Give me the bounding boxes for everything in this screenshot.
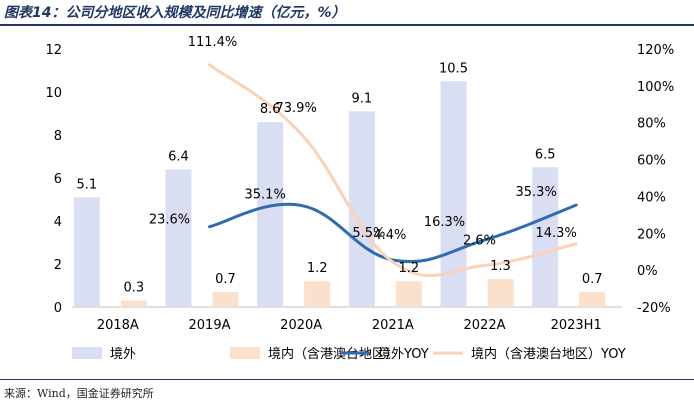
bar xyxy=(73,197,100,307)
bar xyxy=(212,291,239,307)
lines xyxy=(208,63,578,278)
y-right-tick-label: 60% xyxy=(637,154,666,169)
y-right-tick-label: 80% xyxy=(637,117,666,132)
y-left-tick-label: 8 xyxy=(54,129,62,144)
chart-title: 图表14：公司分地区收入规模及同比增速（亿元，%） xyxy=(4,5,346,21)
line-data-label: 35.1% xyxy=(245,187,286,202)
source-note: 来源：Wind，国金证券研究所 xyxy=(4,387,154,400)
line-data-label: 111.4% xyxy=(188,35,238,50)
bar xyxy=(487,279,514,307)
bars xyxy=(73,81,606,307)
x-tick-label: 2019A xyxy=(189,318,231,333)
y-right-tick-label: 120% xyxy=(637,43,674,58)
legend-swatch xyxy=(72,347,102,359)
y-right-tick-label: 40% xyxy=(637,190,666,205)
series-line xyxy=(208,63,578,278)
line-data-label: 16.3% xyxy=(424,215,465,230)
y-left-tick-label: 10 xyxy=(45,86,62,101)
y-left-tick-label: 12 xyxy=(45,43,62,58)
bar-data-label: 8.6 xyxy=(260,102,281,117)
y-left-tick-label: 2 xyxy=(54,258,62,273)
bar xyxy=(120,300,147,307)
line-data-label: 23.6% xyxy=(149,213,190,228)
title-divider xyxy=(0,24,694,26)
bar-data-label: 1.2 xyxy=(307,261,328,276)
bar xyxy=(165,169,192,307)
bar-data-label: 0.7 xyxy=(215,272,236,287)
bar-data-label: 10.5 xyxy=(439,61,468,76)
line-data-label: 35.3% xyxy=(516,185,557,200)
bar xyxy=(579,291,606,307)
x-tick-label: 2023H1 xyxy=(551,318,602,333)
legend-label: 境内（含港澳台地区） xyxy=(268,346,398,362)
line-data-label: 73.9% xyxy=(276,101,317,116)
bar-data-label: 6.4 xyxy=(168,149,189,164)
bar-data-label: 0.7 xyxy=(582,272,603,287)
y-right-tick-label: 0% xyxy=(637,264,658,279)
source-divider xyxy=(0,379,694,380)
bar-data-label: 1.3 xyxy=(490,259,511,274)
y-right-tick-label: 100% xyxy=(637,80,674,95)
line-data-label: 2.6% xyxy=(463,233,496,248)
line-data-label: 4.4% xyxy=(373,228,406,243)
bar xyxy=(395,281,422,307)
y-left-tick-label: 0 xyxy=(54,301,62,316)
bar xyxy=(532,167,559,307)
bar-data-label: 6.5 xyxy=(535,147,556,162)
line-data-label: 5.5% xyxy=(352,226,385,241)
bar-data-label: 9.1 xyxy=(351,91,372,106)
legend-swatch xyxy=(230,347,260,359)
bar xyxy=(304,281,331,307)
x-tick-label: 2020A xyxy=(280,318,322,333)
y-right-tick-label: 20% xyxy=(637,227,666,242)
y-left-tick-label: 4 xyxy=(54,215,62,230)
y-right-tick-label: -20% xyxy=(637,301,671,316)
series-line xyxy=(208,202,578,264)
x-tick-label: 2021A xyxy=(372,318,414,333)
legend-label: 境外YOY xyxy=(378,347,429,362)
legend-label: 境外 xyxy=(110,347,136,362)
bar-data-label: 1.2 xyxy=(398,261,419,276)
axes: 0 2 4 6 8 10 12 -20% 0% 20% 40% 60% 80% 100% 120% 2018A… xyxy=(45,43,674,333)
line-data-label: 14.3% xyxy=(536,226,577,241)
y-left-tick-label: 6 xyxy=(54,172,62,187)
bar xyxy=(348,111,375,307)
x-tick-label: 2022A xyxy=(464,318,506,333)
bar xyxy=(257,122,284,307)
legend: 境外 境内（含港澳台地区）境外YOY 境内（含港澳台地区）YOY xyxy=(72,346,626,362)
legend-label: 境内（含港澳台地区）YOY xyxy=(471,346,626,362)
data-labels: 5.1 6.4 8.6 9.1 10.5 6.5 0.3 0.7 1.2 1.2 1.3 0.7 23.… xyxy=(76,35,602,296)
bar-data-label: 0.3 xyxy=(123,281,144,296)
x-tick-label: 2018A xyxy=(97,318,139,333)
bar-data-label: 5.1 xyxy=(76,177,97,192)
